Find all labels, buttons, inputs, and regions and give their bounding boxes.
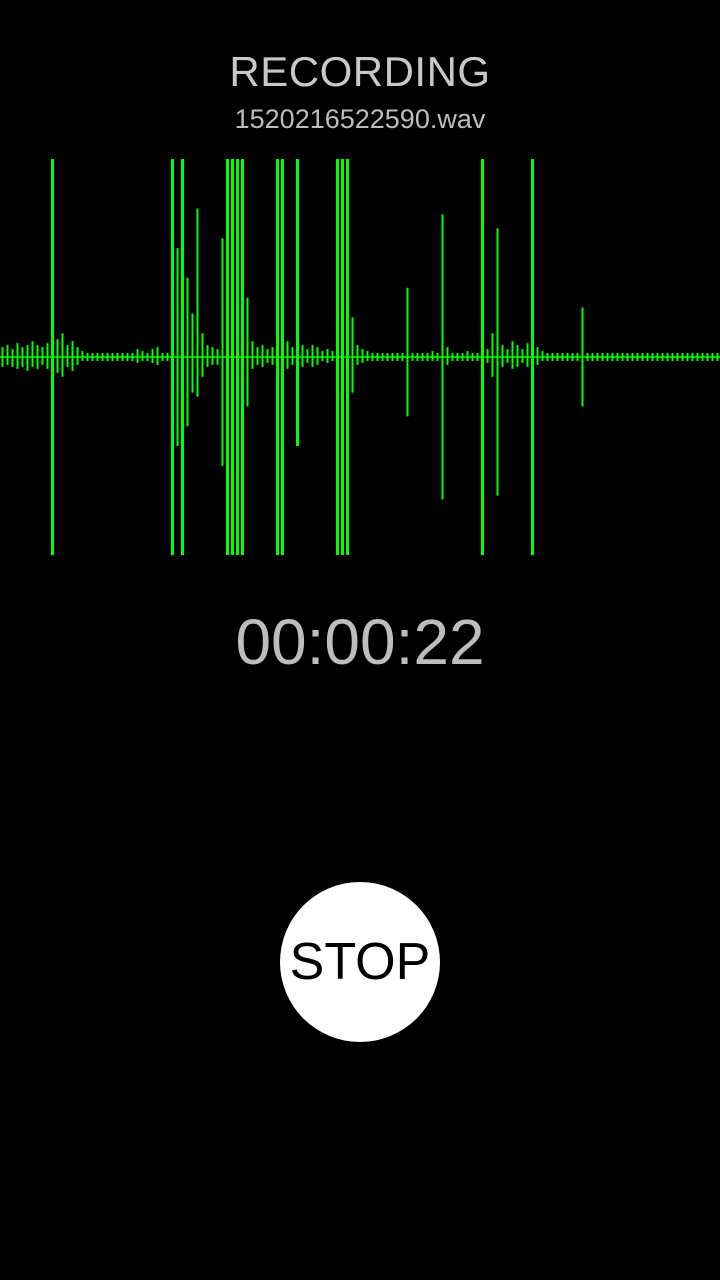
- recording-file-name: 1520216522590.wav: [234, 104, 486, 134]
- audio-waveform: [0, 159, 720, 555]
- recording-status-title: RECORDING: [229, 48, 491, 95]
- stop-button[interactable]: STOP: [280, 882, 440, 1042]
- stop-button-label: STOP: [289, 933, 431, 991]
- elapsed-timer: 00:00:22: [235, 606, 485, 678]
